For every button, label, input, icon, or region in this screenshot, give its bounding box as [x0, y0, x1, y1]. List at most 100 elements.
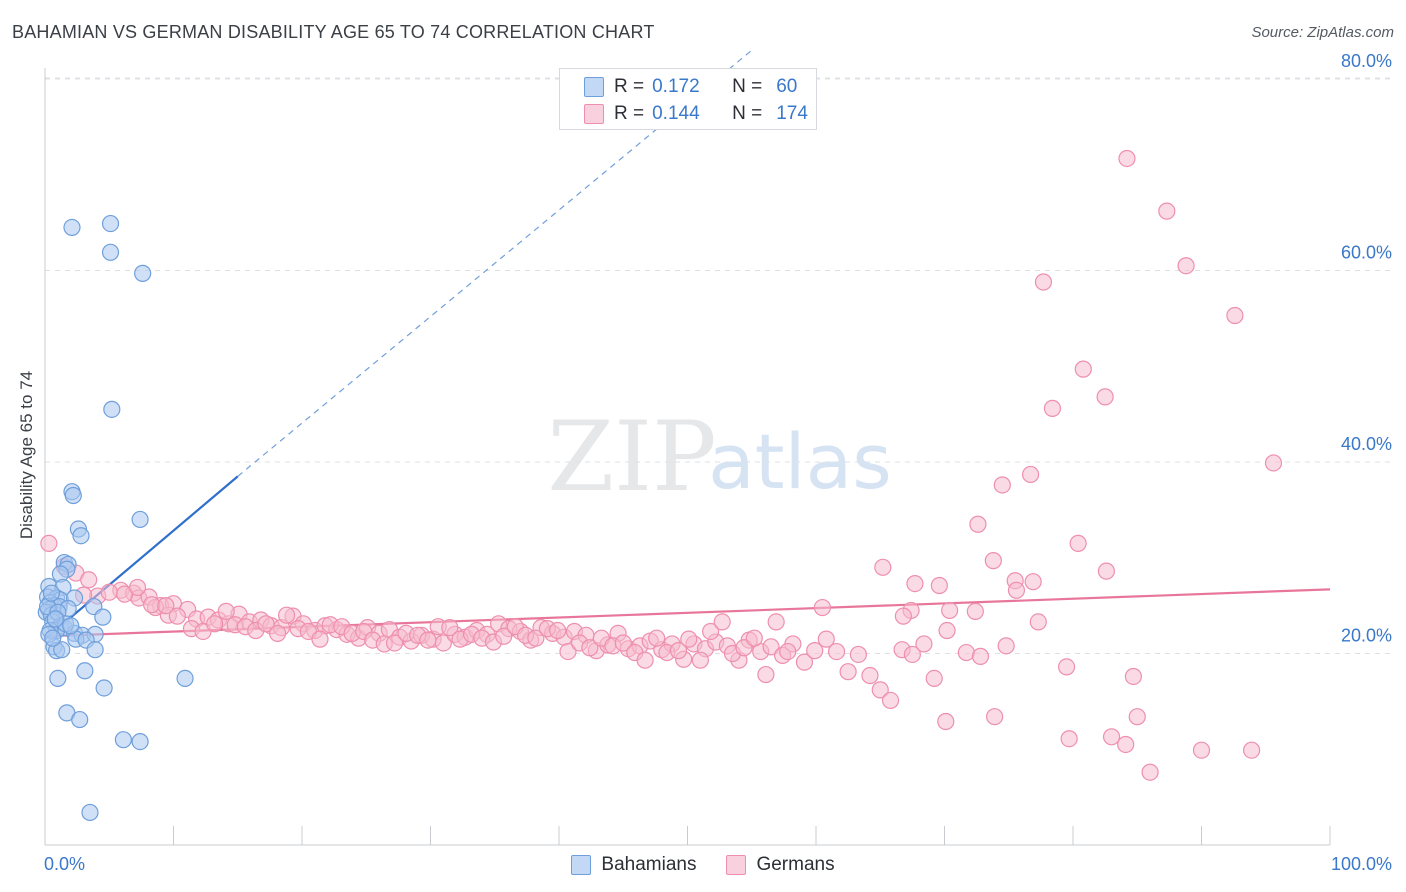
data-point-german — [648, 629, 666, 647]
data-point-german — [1034, 273, 1053, 291]
data-point-german — [1192, 741, 1211, 759]
data-point-bahamian — [131, 732, 149, 751]
data-point-german — [881, 691, 900, 710]
data-point-german — [938, 621, 956, 640]
data-point-german — [1102, 728, 1121, 746]
data-point-german — [1117, 735, 1135, 754]
legend-r-value: 0.144 — [652, 103, 700, 124]
legend-row-bahamians: R = 0.172 N = 60 — [584, 75, 797, 99]
data-point-bahamian — [42, 584, 61, 602]
y-tick-label: 20.0% — [1341, 626, 1392, 646]
data-point-german — [100, 583, 118, 601]
trend-line-bahamians — [44, 475, 239, 640]
data-point-german — [40, 534, 58, 552]
data-point-german — [903, 645, 921, 664]
series-legend: Bahamians Germans — [0, 852, 1406, 878]
data-point-german — [549, 621, 567, 640]
data-point-bahamian — [71, 710, 89, 729]
data-point-bahamian — [114, 731, 132, 749]
data-point-german — [915, 635, 933, 653]
data-point-german — [636, 651, 654, 669]
data-point-german — [157, 597, 175, 615]
legend-swatch-pink — [726, 855, 747, 875]
data-point-bahamian — [134, 264, 152, 282]
series-germans — [40, 149, 1283, 781]
data-point-german — [1007, 581, 1026, 599]
data-point-german — [937, 712, 955, 731]
trend-lines — [44, 49, 1331, 640]
data-point-german — [1177, 257, 1195, 275]
legend-item-germans[interactable]: Germans — [726, 854, 835, 876]
data-point-german — [268, 624, 287, 642]
watermark-zip: ZIP — [547, 401, 716, 513]
data-point-german — [559, 642, 577, 661]
data-point-german — [767, 613, 785, 631]
legend-n-label: N = — [732, 76, 763, 97]
data-point-german — [257, 615, 275, 633]
legend-r-label: R = — [614, 76, 645, 97]
data-point-bahamian — [131, 510, 149, 529]
data-point-german — [1158, 202, 1176, 220]
chart-title: BAHAMIAN VS GERMAN DISABILITY AGE 65 TO … — [12, 22, 655, 42]
data-point-bahamian — [101, 214, 120, 233]
data-point-german — [874, 558, 892, 576]
data-point-german — [691, 651, 709, 669]
data-point-bahamian — [94, 608, 112, 626]
axes — [44, 68, 1331, 846]
data-point-german — [1226, 306, 1244, 325]
legend-label-germans: Germans — [756, 854, 835, 875]
data-point-german — [817, 630, 835, 648]
data-point-bahamian — [63, 218, 81, 237]
data-point-german — [527, 629, 545, 647]
data-point-german — [1069, 534, 1087, 552]
data-point-german — [702, 622, 720, 641]
data-point-german — [997, 637, 1015, 655]
data-point-bahamian — [64, 486, 82, 505]
data-point-german — [827, 642, 846, 661]
data-point-bahamian — [62, 617, 80, 635]
data-point-german — [1043, 399, 1062, 417]
data-point-german — [128, 578, 147, 597]
data-point-german — [713, 613, 731, 631]
data-point-german — [779, 642, 797, 661]
data-point-german — [1243, 741, 1261, 759]
data-point-german — [1124, 667, 1142, 686]
data-point-german — [614, 634, 632, 652]
legend-n-label: N = — [732, 103, 763, 124]
data-point-german — [839, 663, 857, 681]
data-point-german — [311, 630, 329, 648]
data-point-bahamian — [72, 527, 90, 545]
data-point-german — [871, 681, 889, 699]
data-point-german — [1029, 613, 1047, 631]
legend-swatch-blue — [584, 77, 604, 97]
grid — [45, 77, 1392, 654]
data-point-german — [930, 576, 948, 595]
legend-swatch-blue — [571, 855, 592, 875]
data-point-german — [1118, 149, 1136, 168]
data-point-bahamian — [176, 669, 194, 687]
data-point-german — [849, 645, 868, 664]
data-point-german — [1097, 562, 1116, 580]
data-point-german — [1264, 454, 1283, 472]
data-point-german — [168, 607, 186, 625]
legend-item-bahamians[interactable]: Bahamians — [571, 854, 696, 876]
data-point-german — [925, 669, 943, 687]
data-point-german — [795, 653, 814, 671]
data-point-german — [217, 602, 235, 620]
y-tick-label: 60.0% — [1341, 243, 1392, 263]
data-point-bahamian — [95, 679, 113, 697]
legend-r-label: R = — [614, 103, 645, 124]
data-point-german — [1057, 658, 1076, 676]
data-point-german — [984, 552, 1002, 570]
data-point-german — [971, 647, 990, 665]
data-point-bahamian — [49, 669, 67, 687]
data-point-german — [986, 708, 1004, 726]
data-point-german — [1060, 730, 1078, 748]
watermark: ZIP atlas — [547, 401, 891, 513]
data-point-german — [906, 575, 924, 593]
data-point-german — [813, 598, 832, 617]
trend-line-bahamians-extension — [237, 49, 753, 477]
data-point-german — [957, 643, 975, 662]
data-point-german — [1096, 388, 1114, 406]
y-tick-label: 80.0% — [1341, 51, 1392, 71]
